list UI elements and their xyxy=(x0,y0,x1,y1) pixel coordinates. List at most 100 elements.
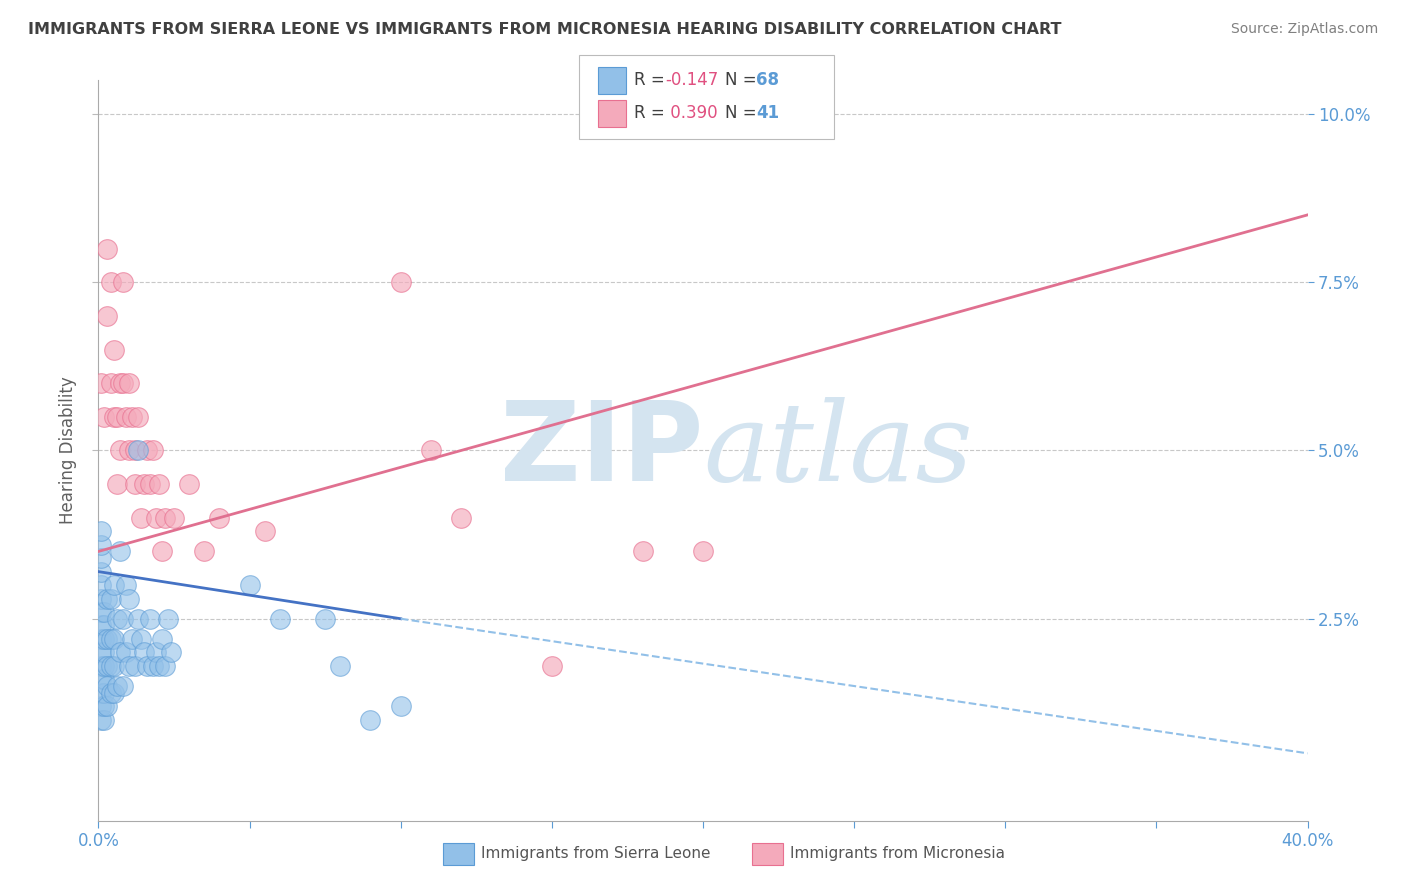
Point xyxy=(90,686,112,700)
Text: Immigrants from Sierra Leone: Immigrants from Sierra Leone xyxy=(481,847,710,861)
Point xyxy=(132,477,155,491)
Point xyxy=(156,612,179,626)
Point xyxy=(360,713,382,727)
Point xyxy=(118,658,141,673)
Point xyxy=(108,645,131,659)
Point xyxy=(103,343,125,357)
Point xyxy=(105,477,128,491)
Point xyxy=(389,275,412,289)
Point xyxy=(111,376,134,391)
Point xyxy=(148,477,170,491)
Point xyxy=(124,658,146,673)
Point xyxy=(329,658,352,673)
Point xyxy=(124,443,146,458)
Point xyxy=(100,591,122,606)
Point xyxy=(127,443,149,458)
Point xyxy=(90,713,112,727)
Point xyxy=(253,524,276,539)
Text: N =: N = xyxy=(725,71,762,89)
Text: R =: R = xyxy=(634,104,671,122)
Point xyxy=(90,565,112,579)
Point xyxy=(118,376,141,391)
Point xyxy=(111,275,134,289)
Point xyxy=(193,544,215,558)
Point xyxy=(111,679,134,693)
Point xyxy=(269,612,291,626)
Point xyxy=(121,409,143,424)
Point xyxy=(163,510,186,524)
Point xyxy=(100,632,122,646)
Text: R =: R = xyxy=(634,71,671,89)
Point xyxy=(100,376,122,391)
Point xyxy=(103,686,125,700)
Point xyxy=(93,618,115,632)
Y-axis label: Hearing Disability: Hearing Disability xyxy=(59,376,77,524)
Point xyxy=(150,632,173,646)
Point xyxy=(179,477,201,491)
Point xyxy=(239,578,262,592)
Point xyxy=(96,679,118,693)
Point xyxy=(90,645,112,659)
Point xyxy=(135,443,157,458)
Text: 0.390: 0.390 xyxy=(665,104,717,122)
Point xyxy=(90,658,112,673)
Point xyxy=(153,658,176,673)
Point xyxy=(93,699,115,714)
Point xyxy=(127,612,149,626)
Point xyxy=(93,645,115,659)
Point xyxy=(142,443,165,458)
Text: atlas: atlas xyxy=(703,397,973,504)
Point xyxy=(93,658,115,673)
Point xyxy=(96,242,118,256)
Point xyxy=(108,544,131,558)
Point xyxy=(111,612,134,626)
Point xyxy=(90,551,112,566)
Point xyxy=(114,645,136,659)
Point xyxy=(96,309,118,323)
Point xyxy=(93,632,115,646)
Point xyxy=(692,544,714,558)
Point xyxy=(90,699,112,714)
Point xyxy=(96,632,118,646)
Point xyxy=(145,510,167,524)
Point xyxy=(96,658,118,673)
Point xyxy=(100,686,122,700)
Point xyxy=(420,443,443,458)
Text: -0.147: -0.147 xyxy=(665,71,718,89)
Point xyxy=(90,591,112,606)
Point xyxy=(139,612,162,626)
Point xyxy=(90,538,112,552)
Point xyxy=(103,409,125,424)
Point xyxy=(108,376,131,391)
Point xyxy=(127,409,149,424)
Point xyxy=(93,686,115,700)
Point xyxy=(148,658,170,673)
Point xyxy=(105,409,128,424)
Point xyxy=(314,612,336,626)
Point xyxy=(108,443,131,458)
Point xyxy=(96,699,118,714)
Point xyxy=(90,605,112,619)
Text: Source: ZipAtlas.com: Source: ZipAtlas.com xyxy=(1230,22,1378,37)
Point xyxy=(96,591,118,606)
Point xyxy=(135,658,157,673)
Point xyxy=(93,605,115,619)
Point xyxy=(100,658,122,673)
Point xyxy=(90,578,112,592)
Point xyxy=(90,524,112,539)
Point xyxy=(100,275,122,289)
Point xyxy=(103,658,125,673)
Point xyxy=(90,618,112,632)
Point xyxy=(631,544,654,558)
Point xyxy=(124,477,146,491)
Point xyxy=(145,645,167,659)
Point xyxy=(129,632,152,646)
Point xyxy=(118,591,141,606)
Point xyxy=(103,632,125,646)
Point xyxy=(114,409,136,424)
Point xyxy=(540,658,562,673)
Point xyxy=(93,713,115,727)
Point xyxy=(105,679,128,693)
Text: IMMIGRANTS FROM SIERRA LEONE VS IMMIGRANTS FROM MICRONESIA HEARING DISABILITY CO: IMMIGRANTS FROM SIERRA LEONE VS IMMIGRAN… xyxy=(28,22,1062,37)
Text: 68: 68 xyxy=(756,71,779,89)
